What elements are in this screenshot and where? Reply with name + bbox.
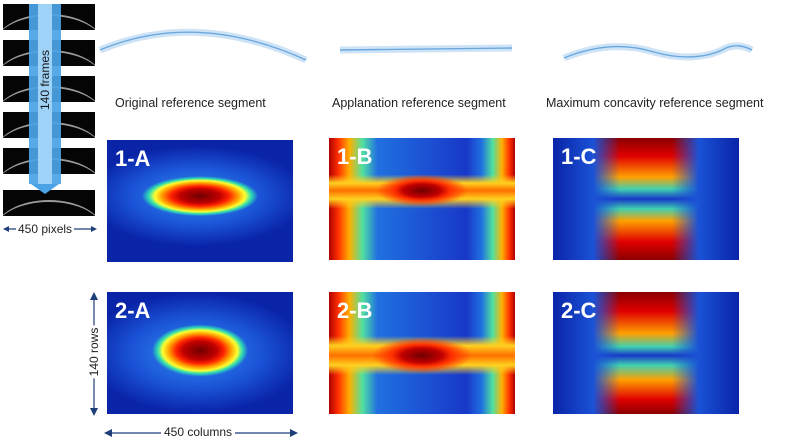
frame-stack: 140 frames xyxy=(0,0,96,222)
concavity-segment-curve xyxy=(562,42,754,62)
heatmap-panel-1c: 1-C xyxy=(553,138,739,260)
panel-label: 2-C xyxy=(561,298,597,323)
frame-selection-highlight xyxy=(38,4,52,184)
panel-label: 1-B xyxy=(337,144,373,169)
rows-label: 140 rows xyxy=(87,325,101,379)
panel-label: 2-B xyxy=(337,298,373,323)
applanation-segment-title: Applanation reference segment xyxy=(332,96,506,110)
panel-label: 1-A xyxy=(115,146,151,171)
heatmap-panel-1a: 1-A xyxy=(107,140,293,262)
original-segment-title: Original reference segment xyxy=(115,96,266,110)
panel-label: 2-A xyxy=(115,298,151,323)
heatmap-panel-2a: 2-A xyxy=(107,292,293,414)
frames-label: 140 frames xyxy=(38,49,52,111)
columns-label: 450 columns xyxy=(161,425,236,439)
frame-thumbnail xyxy=(3,190,95,216)
heatmap-panel-2b: 2-B xyxy=(329,292,515,414)
panel-label: 1-C xyxy=(561,144,597,169)
concavity-segment-title: Maximum concavity reference segment xyxy=(546,96,764,110)
heatmap-panel-1b: 1-B xyxy=(329,138,515,260)
down-arrow-icon xyxy=(31,184,59,194)
heatmap-panel-2c: 2-C xyxy=(553,292,739,414)
original-segment-curve xyxy=(98,28,308,64)
applanation-segment-line xyxy=(339,44,513,54)
pixels-label: 450 pixels xyxy=(16,222,75,236)
